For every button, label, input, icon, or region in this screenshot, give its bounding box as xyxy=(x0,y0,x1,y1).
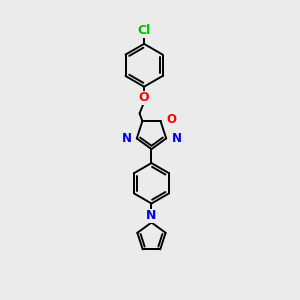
Text: Cl: Cl xyxy=(137,24,151,37)
Text: N: N xyxy=(146,209,157,223)
Text: N: N xyxy=(122,132,131,145)
Text: N: N xyxy=(172,132,182,145)
Text: O: O xyxy=(139,92,149,104)
Text: O: O xyxy=(166,113,176,126)
